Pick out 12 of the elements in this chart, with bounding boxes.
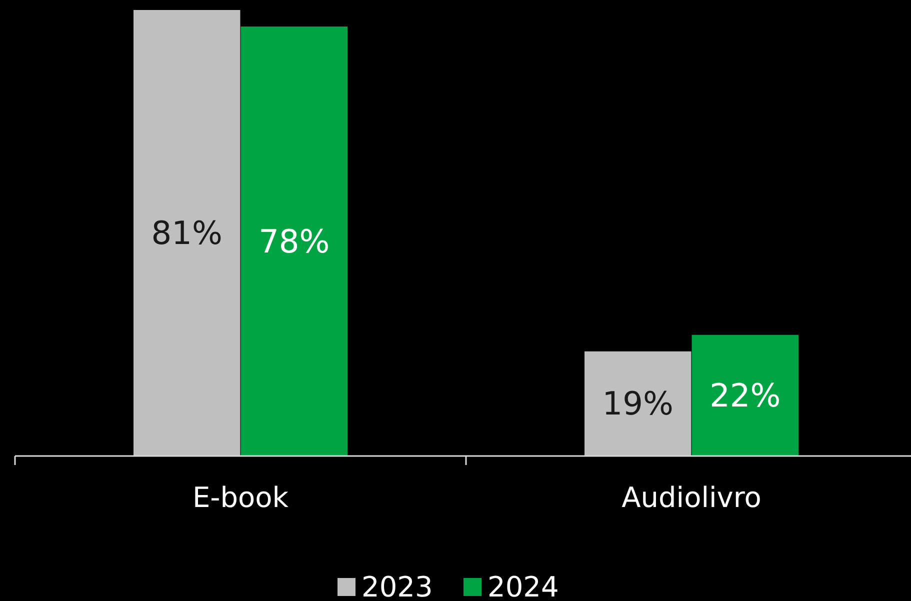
- legend-label: 2023: [362, 570, 433, 601]
- x-tick-label: E-book: [192, 481, 290, 514]
- data-label: 19%: [602, 384, 674, 423]
- bar: [584, 351, 692, 456]
- bar: [692, 334, 798, 456]
- bar: [240, 26, 348, 456]
- data-label: 81%: [151, 214, 222, 252]
- x-tick-label: Audiolivro: [622, 481, 762, 514]
- legend-label: 2024: [488, 570, 559, 601]
- bar: [134, 10, 240, 456]
- data-label: 78%: [258, 222, 330, 260]
- data-label: 22%: [710, 376, 781, 414]
